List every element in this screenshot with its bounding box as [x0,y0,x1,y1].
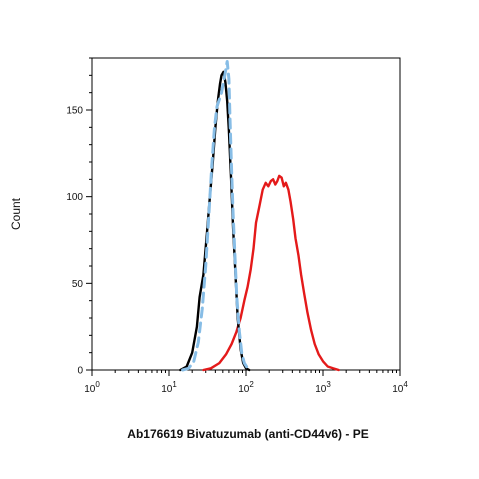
y-axis: 0 50 100 150 [66,57,92,377]
plot-frame [91,57,401,371]
y-tick-label: 150 [66,106,83,117]
y-tick-label: 100 [66,192,83,203]
x-tick-label: 101 [161,380,177,395]
series-line-3 [181,60,253,372]
x-tick-label: 104 [392,380,408,395]
x-tick-label: 103 [315,380,331,395]
series-line-1 [202,174,340,372]
series-layer [179,60,340,372]
x-axis-label: Ab176619 Bivatuzumab (anti-CD44v6) - PE [127,427,368,441]
x-axis: 100 101 102 103 104 [84,370,408,395]
plot-border [91,57,401,371]
y-tick-label: 0 [77,366,83,377]
x-tick-label: 100 [84,380,100,395]
y-tick-label: 50 [72,279,84,290]
y-axis-label: Count [9,197,23,230]
x-tick-label: 102 [238,380,254,395]
